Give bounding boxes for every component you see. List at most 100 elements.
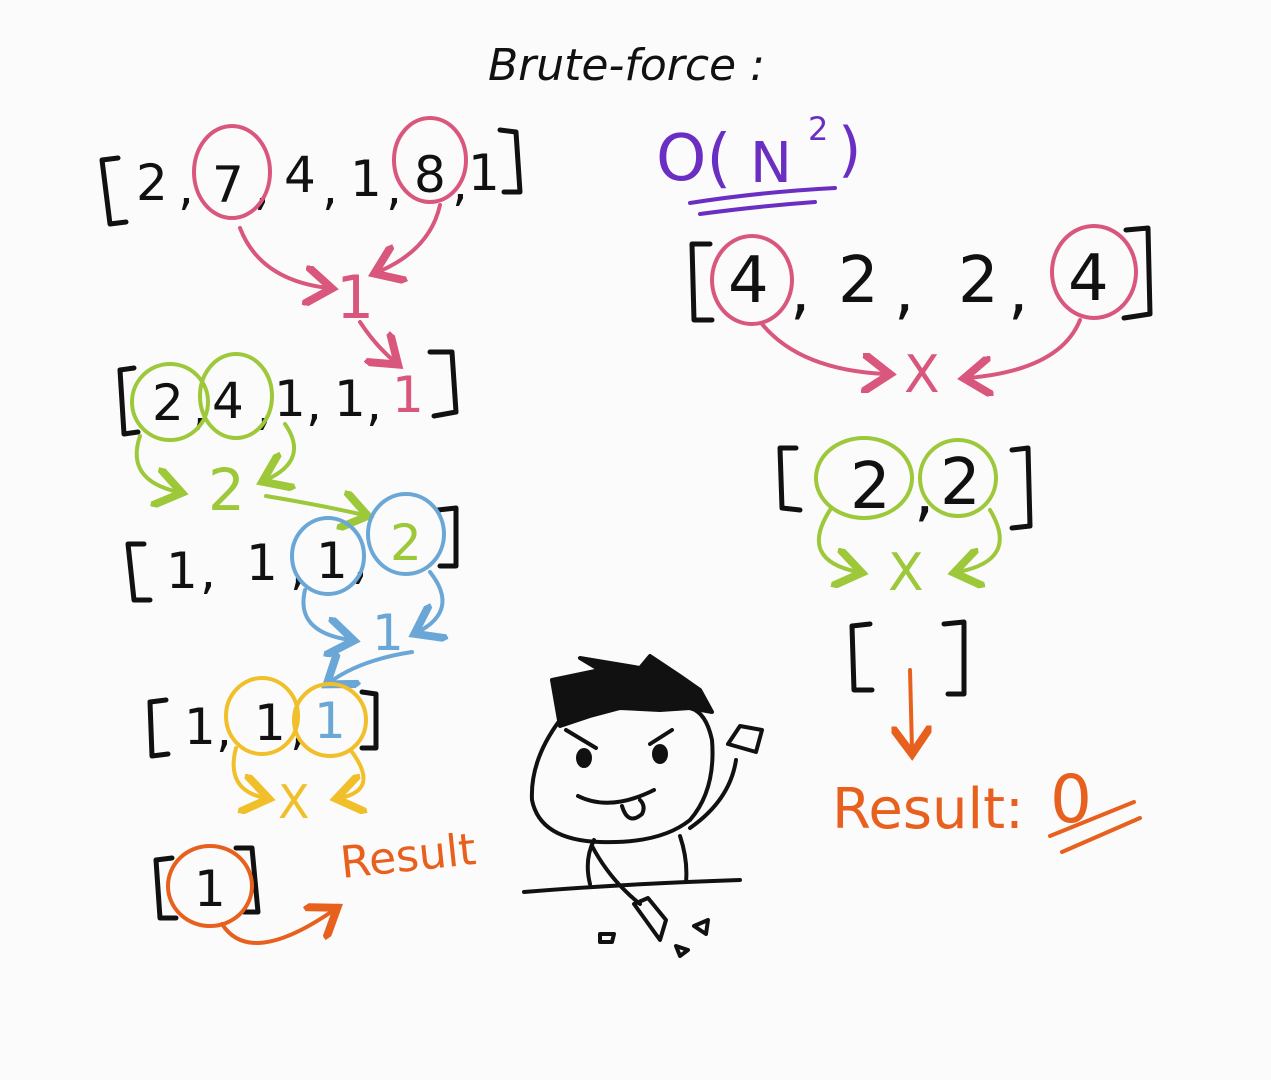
right-array-2: 2 , 2 (777, 445, 1033, 531)
array-element: 1 (166, 542, 198, 600)
pick-circle (292, 682, 368, 758)
broken-kite (632, 896, 668, 942)
array-element: 8 (414, 146, 446, 204)
insert-arrow (330, 650, 414, 682)
comma: , (178, 158, 194, 216)
cancel-mark: X (888, 543, 924, 603)
comma: , (256, 378, 272, 436)
comma: , (254, 158, 270, 216)
left-array-4: 1 , 1 , 1 (147, 689, 379, 759)
result-underline (1048, 800, 1136, 838)
bracket-close (941, 619, 967, 697)
merge-arrow (134, 434, 178, 492)
bracket-close (427, 349, 459, 419)
left-array-3: 1 , 1 , 1 , 2 (125, 505, 459, 603)
right-array-1: 4 , 2 , 2 , 4 (689, 225, 1153, 328)
left-eyebrow (564, 728, 598, 750)
debris (692, 918, 710, 936)
comma: , (894, 254, 914, 328)
merge-arrow (231, 746, 265, 798)
bracket-open (147, 697, 171, 759)
cancel-mark: X (278, 775, 310, 829)
complexity-o: O( (656, 122, 731, 196)
bracket-close (497, 127, 523, 195)
comma: , (386, 158, 402, 216)
right-eye (652, 744, 668, 764)
array-element: 4 (728, 244, 769, 318)
array-element: 1 (194, 860, 226, 918)
empty-to-result-arrow (910, 668, 912, 750)
comma: , (1008, 254, 1028, 328)
comma: , (322, 158, 338, 216)
head (529, 706, 715, 845)
title-text: Brute-force : (488, 40, 765, 91)
array-element: 7 (212, 156, 244, 214)
array-element: 1 (184, 698, 216, 756)
pick-circle (192, 124, 272, 220)
bracket-close (359, 689, 379, 751)
difference-value: 2 (208, 456, 245, 524)
merge-arrow (340, 750, 364, 798)
pick-circle (130, 362, 210, 442)
table-line (522, 878, 742, 894)
debris (674, 944, 690, 958)
array-element: 4 (212, 372, 244, 430)
left-array-1: 2 , 7 , 4 , 1 , 8 , 1 (99, 127, 523, 227)
mouth (576, 788, 656, 805)
array-element: 1 (334, 370, 366, 428)
array-element: 2 (958, 244, 999, 318)
raised-hand-kite (726, 724, 764, 754)
merge-arrow (760, 322, 886, 374)
comma: , (366, 374, 382, 432)
array-element: 1 (254, 694, 286, 752)
array-element-new: 1 (392, 366, 424, 424)
bracket-open (689, 241, 715, 323)
merge-arrow (968, 318, 1082, 378)
bracket-open (849, 621, 875, 693)
tongue (620, 798, 646, 821)
pick-circle (814, 436, 914, 520)
cancel-mark: X (904, 345, 940, 405)
array-element-new: 1 (314, 692, 346, 750)
array-element: 2 (850, 450, 891, 524)
result-label: Result: (832, 777, 1024, 842)
left-eye (576, 748, 592, 768)
array-element: 1 (246, 534, 278, 592)
lower-arm (590, 844, 642, 906)
array-element: 1 (350, 150, 382, 208)
complexity-label: O( N 2 ) (656, 110, 861, 216)
pick-circle (366, 492, 446, 576)
insert-arrow (264, 496, 364, 515)
array-element: 2 (940, 446, 981, 520)
cartoon-character (522, 654, 764, 958)
merge-arrow (378, 203, 442, 272)
pick-circle (198, 352, 274, 440)
insert-arrow (358, 320, 395, 362)
result-label: Result (338, 824, 479, 889)
result-arrow (220, 910, 334, 945)
merge-arrow (266, 422, 294, 480)
pick-circle (224, 676, 300, 756)
bracket-open (153, 855, 179, 921)
pick-circle (392, 116, 468, 204)
arm (688, 758, 738, 830)
difference-value: 1 (372, 604, 404, 662)
right-array-3 (849, 619, 967, 697)
complexity-exponent: 2 (808, 110, 828, 148)
array-element: 2 (136, 154, 168, 212)
bracket-open (99, 155, 129, 227)
merge-arrow (301, 588, 350, 640)
result-underline (1060, 816, 1142, 854)
result-circle (166, 844, 254, 928)
pick-circle (290, 516, 366, 596)
array-element: 1 (316, 532, 348, 590)
result-value: 0 (1050, 761, 1092, 838)
merge-arrow (238, 226, 328, 288)
array-element: 4 (284, 146, 316, 204)
array-element: 1 (468, 144, 500, 202)
complexity-n: N (750, 131, 792, 196)
body (585, 834, 689, 886)
left-array-5: 1 (153, 845, 261, 921)
